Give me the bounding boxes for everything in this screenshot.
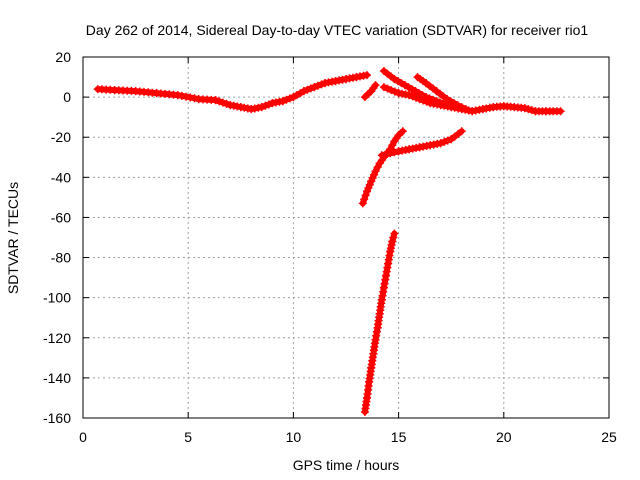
y-tick-label: -160: [43, 410, 71, 426]
axis-ticks: 0 5 10 15 20 25 20 0 -20 -40 -60 -80 -100 -120 -140 -16…: [43, 49, 617, 445]
series-0-point: [310, 83, 319, 92]
series-2-point: [412, 93, 421, 102]
series-4-point: [461, 105, 470, 114]
series-0-point: [257, 103, 266, 112]
series-7-point: [389, 233, 398, 242]
series-5-point: [360, 195, 369, 204]
series-3-point: [425, 94, 434, 103]
y-tick-label: 0: [63, 89, 71, 105]
x-tick-label: 20: [496, 429, 512, 445]
series-0-point: [215, 97, 224, 106]
series-6-point: [436, 139, 445, 148]
series-0-point: [222, 99, 231, 108]
series-4-point: [453, 101, 462, 110]
series-0-point: [261, 101, 270, 110]
x-tick-label: 5: [184, 429, 192, 445]
series-0-point: [282, 95, 291, 104]
series-5-point: [398, 127, 407, 136]
series-2-point: [408, 92, 417, 101]
series-0-point: [177, 91, 186, 100]
series-5-point: [358, 199, 367, 208]
y-tick-label: -60: [51, 209, 71, 225]
data-series: [93, 67, 565, 416]
series-0-point: [186, 93, 195, 102]
series-4-point: [457, 103, 466, 112]
y-tick-label: -20: [51, 129, 71, 145]
x-tick-label: 15: [391, 429, 407, 445]
series-6-point: [386, 149, 395, 158]
series-0-point: [278, 97, 287, 106]
series-2-point: [387, 86, 396, 95]
plot-frame: [82, 56, 610, 419]
series-1-point: [371, 81, 380, 90]
series-0-point: [285, 94, 294, 103]
series-5-point: [394, 131, 403, 140]
series-0-point: [211, 96, 220, 105]
series-6-point: [382, 150, 390, 159]
series-6-point: [440, 137, 449, 146]
y-tick-label: 20: [55, 49, 71, 65]
series-2-point: [379, 83, 388, 92]
y-tick-label: -80: [51, 250, 71, 266]
series-2-point: [390, 87, 399, 96]
series-0-point: [317, 80, 326, 89]
series-3-point: [436, 98, 444, 107]
series-6-point: [443, 136, 452, 145]
series-6-point: [390, 148, 399, 157]
series-2-point: [520, 104, 529, 113]
y-axis-label: SDTVAR / TECUs: [5, 182, 21, 294]
chart-title: Day 262 of 2014, Sidereal Day-to-day VTE…: [86, 22, 589, 38]
series-0-point: [182, 92, 191, 101]
series-6-point: [377, 151, 386, 160]
x-axis-label: GPS time / hours: [293, 457, 400, 473]
series-3-point: [439, 99, 448, 108]
series-0-point: [306, 84, 315, 93]
series-0-point: [303, 85, 312, 94]
series-7-point: [390, 229, 399, 238]
series-3-point: [432, 97, 441, 106]
series-0-point: [363, 71, 371, 80]
series-0-point: [264, 100, 273, 109]
y-tick-label: -140: [43, 370, 71, 386]
series-0-point: [190, 94, 199, 103]
x-tick-label: 0: [79, 429, 87, 445]
series-6-point: [457, 127, 466, 136]
series-2-point: [383, 84, 392, 93]
y-tick-label: -100: [43, 290, 71, 306]
x-tick-label: 25: [601, 429, 617, 445]
series-2-point: [405, 91, 414, 100]
series-3-point: [429, 95, 437, 104]
x-tick-label: 10: [286, 429, 302, 445]
y-tick-label: -40: [51, 169, 71, 185]
series-7-point: [388, 237, 397, 246]
series-5-point: [361, 191, 370, 200]
series-0-point: [218, 98, 227, 107]
series-0-point: [313, 81, 322, 90]
series-2-point: [524, 105, 533, 114]
series-3-point: [422, 93, 430, 102]
series-2-point: [527, 106, 536, 115]
series-2-point: [556, 107, 565, 116]
y-tick-label: -120: [43, 330, 71, 346]
series-0-point: [173, 91, 182, 100]
grid: [83, 57, 609, 418]
series-0-point: [299, 87, 308, 96]
